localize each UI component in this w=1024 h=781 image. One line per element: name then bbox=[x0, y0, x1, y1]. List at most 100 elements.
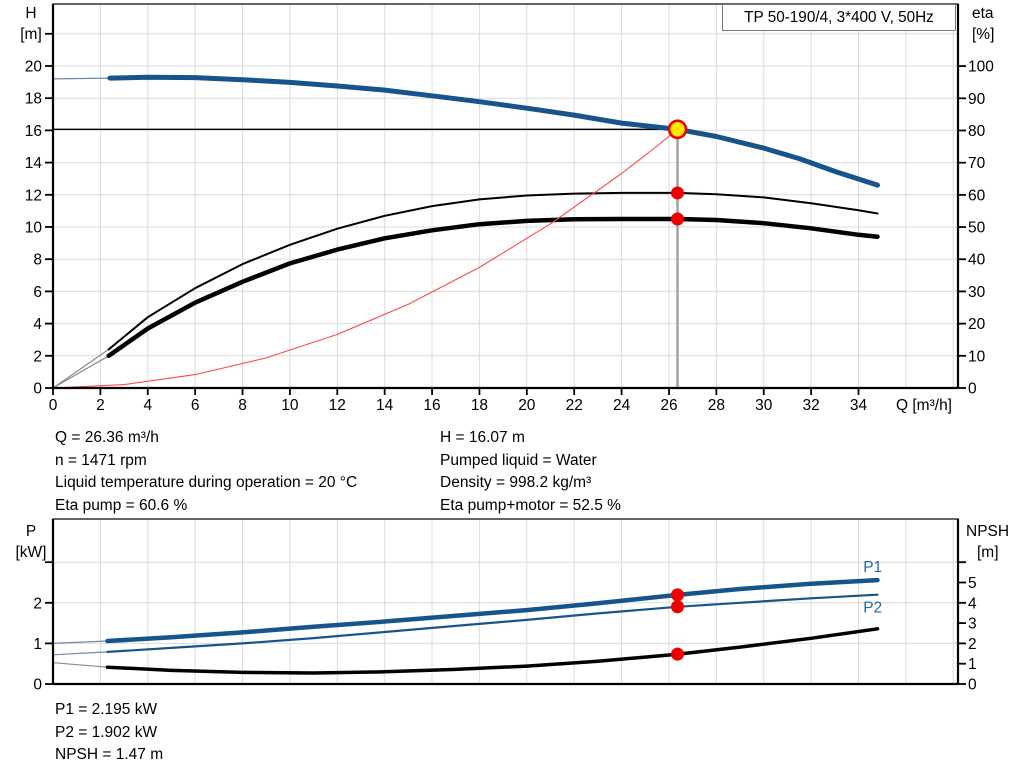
x-tick-label: 20 bbox=[518, 397, 536, 414]
x-tick-label: 12 bbox=[329, 397, 346, 414]
x-tick-label: 10 bbox=[281, 397, 299, 414]
right-tick-label: 80 bbox=[968, 123, 986, 140]
left-tick-label: 0 bbox=[33, 381, 42, 398]
duty-point-marker bbox=[667, 119, 688, 140]
eta-pump-curve-lead bbox=[52, 348, 110, 389]
result-line-p1: P1 = 2.195 kW bbox=[55, 701, 158, 718]
info-line-eta-total: Eta pump+motor = 52.5 % bbox=[440, 497, 621, 515]
p1-curve bbox=[105, 577, 880, 644]
left-tick-label: 2 bbox=[33, 595, 42, 612]
p2-curve bbox=[106, 593, 879, 654]
result-line-npsh: NPSH = 1.47 m bbox=[55, 746, 164, 764]
left-tick-label: 20 bbox=[25, 58, 43, 75]
right-tick-label: 0 bbox=[968, 677, 977, 694]
p-axis-unit-label: P bbox=[25, 523, 37, 540]
left-tick-label: 8 bbox=[33, 252, 42, 269]
right-tick-label: 60 bbox=[968, 187, 986, 204]
plot-frame bbox=[52, 518, 959, 685]
npsh-curve-lead bbox=[52, 662, 108, 668]
x-tick-label: 14 bbox=[376, 397, 394, 414]
info-line-liquid: Pumped liquid = Water bbox=[440, 451, 597, 469]
h-axis-unit-label: [m] bbox=[20, 26, 42, 43]
left-tick-label: 4 bbox=[33, 316, 42, 333]
left-tick-label: 14 bbox=[25, 155, 43, 172]
eta-pump-motor-curve-lead bbox=[52, 355, 110, 389]
right-tick-label: 0 bbox=[968, 381, 977, 398]
right-tick-label: 4 bbox=[968, 595, 977, 612]
x-tick-label: 6 bbox=[191, 397, 200, 414]
info-line-q: Q = 26.36 m³/h bbox=[55, 429, 159, 446]
head-curve bbox=[107, 74, 880, 188]
right-tick-label: 20 bbox=[968, 316, 986, 333]
x-tick-label: 24 bbox=[613, 397, 631, 414]
duty-dot-marker bbox=[670, 588, 684, 602]
right-tick-label: 1 bbox=[968, 656, 977, 673]
result-line-p2: P2 = 1.902 kW bbox=[55, 723, 158, 741]
right-tick-label: 100 bbox=[968, 59, 994, 76]
system-curve bbox=[52, 128, 679, 389]
npsh-curve bbox=[105, 627, 880, 675]
left-tick-label: 16 bbox=[25, 123, 42, 140]
p1-curve-label: P1 bbox=[863, 559, 882, 576]
x-tick-label: 26 bbox=[660, 397, 677, 414]
x-tick-label: 34 bbox=[850, 397, 868, 414]
left-tick-label: 1 bbox=[33, 636, 42, 653]
x-tick-label: 28 bbox=[708, 397, 725, 414]
duty-info-right-column: H = 16.07 m Pumped liquid = Water Densit… bbox=[440, 427, 621, 518]
info-line-n: n = 1471 rpm bbox=[55, 451, 147, 469]
duty-dot-marker bbox=[670, 186, 684, 200]
x-tick-label: 30 bbox=[755, 397, 773, 414]
x-tick-label: 2 bbox=[96, 397, 105, 414]
right-tick-label: 70 bbox=[968, 155, 986, 172]
right-tick-label: 3 bbox=[968, 616, 977, 633]
right-tick-label: 90 bbox=[968, 91, 986, 108]
right-tick-label: 2 bbox=[968, 636, 977, 653]
p2-curve-lead bbox=[52, 651, 108, 656]
p1-curve-lead bbox=[52, 640, 108, 644]
p-axis-unit-label: [kW] bbox=[15, 544, 47, 561]
x-tick-label: 32 bbox=[802, 397, 819, 414]
duty-dot-marker bbox=[670, 647, 684, 661]
hq-eta-chart: 0 2 4 6 8 10 12 14 16 18 20 22 24 26 28 30 32 34 Q [m³/h]0… bbox=[25, 3, 994, 414]
right-tick-label: 5 bbox=[968, 575, 977, 592]
left-tick-label: 6 bbox=[33, 284, 42, 301]
right-tick-label: 10 bbox=[968, 348, 986, 365]
p2-curve-label: P2 bbox=[863, 600, 882, 617]
npsh-axis-unit-label: NPSH bbox=[966, 523, 1010, 540]
npsh-axis-unit-label: [m] bbox=[977, 544, 999, 561]
info-line-h: H = 16.07 m bbox=[440, 429, 525, 446]
head-curve-lead bbox=[52, 77, 110, 80]
duty-info-left-column: Q = 26.36 m³/h n = 1471 rpm Liquid tempe… bbox=[55, 427, 357, 518]
x-axis-title: Q [m³/h] bbox=[896, 397, 952, 414]
pump-type-title-box: TP 50-190/4, 3*400 V, 50Hz bbox=[722, 4, 956, 31]
info-line-eta: Eta pump = 60.6 % bbox=[55, 497, 188, 515]
x-tick-label: 0 bbox=[49, 397, 58, 414]
info-line-density: Density = 998.2 kg/m³ bbox=[440, 474, 592, 492]
eta-pump-motor-curve bbox=[106, 216, 880, 359]
left-tick-label: 12 bbox=[25, 187, 42, 204]
x-tick-label: 4 bbox=[143, 397, 152, 414]
left-tick-label: 2 bbox=[33, 348, 42, 365]
info-line-temp: Liquid temperature during operation = 20… bbox=[55, 474, 358, 492]
power-npsh-chart: P1 P2 0 1 2 0 1 2 3 4 5 bbox=[33, 518, 977, 694]
left-tick-label: 0 bbox=[33, 677, 42, 694]
x-tick-label: 22 bbox=[566, 397, 583, 414]
left-tick-label: 10 bbox=[25, 219, 43, 236]
left-tick-label: 18 bbox=[25, 91, 42, 108]
power-results-block: P1 = 2.195 kW P2 = 1.902 kW NPSH = 1.47 … bbox=[55, 699, 163, 767]
x-tick-label: 16 bbox=[423, 397, 440, 414]
duty-dot-marker bbox=[670, 212, 684, 226]
x-tick-label: 18 bbox=[471, 397, 488, 414]
right-tick-label: 30 bbox=[968, 284, 986, 301]
eta-axis-unit-label: [%] bbox=[972, 26, 995, 43]
right-tick-label: 50 bbox=[968, 220, 986, 237]
eta-axis-unit-label: eta bbox=[972, 5, 994, 22]
eta-pump-curve bbox=[107, 191, 879, 351]
duty-dot-marker bbox=[670, 600, 684, 614]
h-axis-unit-label: H bbox=[25, 5, 37, 22]
plot-frame bbox=[52, 3, 959, 389]
x-tick-label: 8 bbox=[238, 397, 247, 414]
right-tick-label: 40 bbox=[968, 252, 986, 269]
